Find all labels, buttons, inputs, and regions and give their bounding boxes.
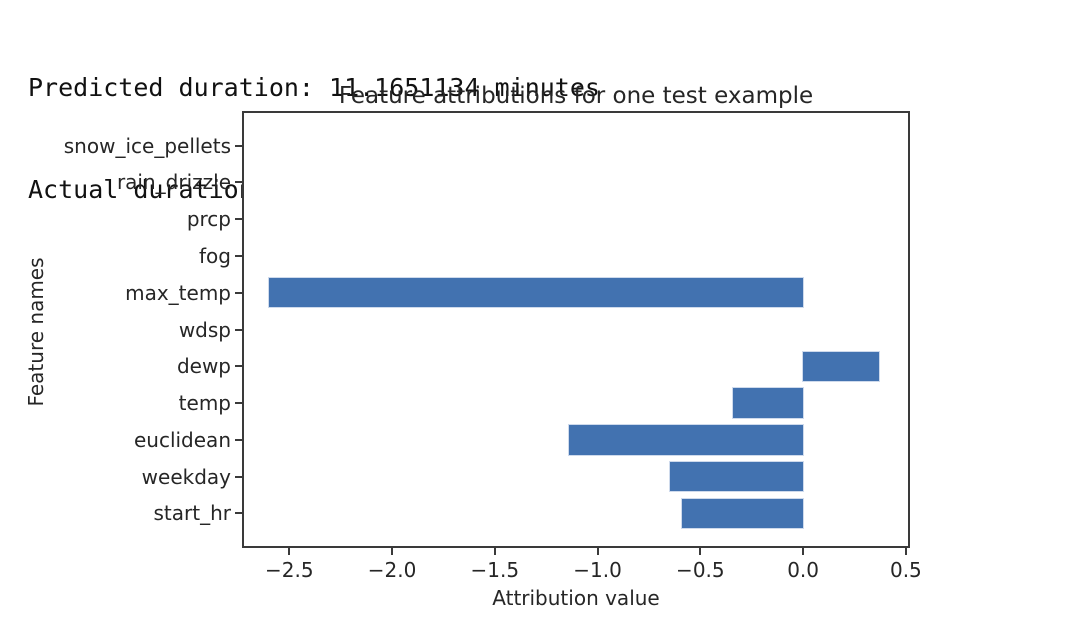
x-tick-mark	[699, 548, 702, 555]
y-tick-label: prcp	[186, 207, 231, 232]
x-tick-mark	[596, 548, 599, 555]
bar-start_hr	[681, 498, 804, 529]
y-axis-label: Feature names	[24, 257, 48, 407]
x-tick-mark	[493, 548, 496, 555]
x-tick-label: 0.0	[787, 558, 820, 582]
y-tick-label: temp	[178, 391, 231, 416]
x-tick-label: −1.0	[573, 558, 622, 582]
x-tick-label: 0.5	[889, 558, 922, 582]
y-tick-mark	[235, 475, 242, 478]
y-tick-label: rain_drizzle	[116, 170, 231, 195]
x-tick-label: −1.5	[470, 558, 520, 582]
y-tick-label: start_hr	[153, 501, 231, 526]
y-tick-label: fog	[199, 243, 231, 268]
chart-title: Feature attributions for one test exampl…	[338, 83, 814, 109]
y-tick-mark	[235, 328, 242, 331]
y-tick-mark	[235, 438, 242, 441]
y-tick-mark	[235, 254, 242, 257]
bar-weekday	[669, 461, 804, 492]
x-tick-mark	[904, 548, 907, 555]
y-tick-mark	[235, 512, 242, 515]
y-tick-label: wdsp	[178, 317, 231, 342]
y-tick-label: max_temp	[125, 280, 231, 305]
x-tick-mark	[391, 548, 394, 555]
x-axis-label: Attribution value	[492, 586, 660, 610]
y-tick-mark	[235, 218, 242, 221]
y-tick-label: weekday	[141, 464, 231, 489]
y-tick-mark	[235, 291, 242, 294]
y-tick-label: snow_ice_pellets	[63, 133, 231, 158]
bar-temp	[733, 388, 804, 418]
y-tick-mark	[235, 365, 242, 368]
y-tick-mark	[235, 144, 242, 147]
bar-max_temp	[268, 278, 804, 308]
x-tick-label: −2.0	[367, 558, 417, 582]
x-tick-mark	[288, 548, 291, 555]
y-tick-mark	[235, 402, 242, 405]
plot-area	[242, 111, 910, 548]
y-tick-label: euclidean	[133, 427, 231, 452]
x-tick-mark	[802, 548, 805, 555]
bar-euclidean	[568, 425, 804, 455]
y-tick-mark	[235, 181, 242, 184]
bar-dewp	[803, 351, 880, 381]
y-tick-label: dewp	[176, 354, 231, 379]
x-tick-label: −2.5	[264, 558, 314, 582]
predicted-duration-text: Predicted duration: 11.1651134 minutes	[28, 73, 600, 102]
x-tick-label: −0.5	[676, 558, 725, 582]
